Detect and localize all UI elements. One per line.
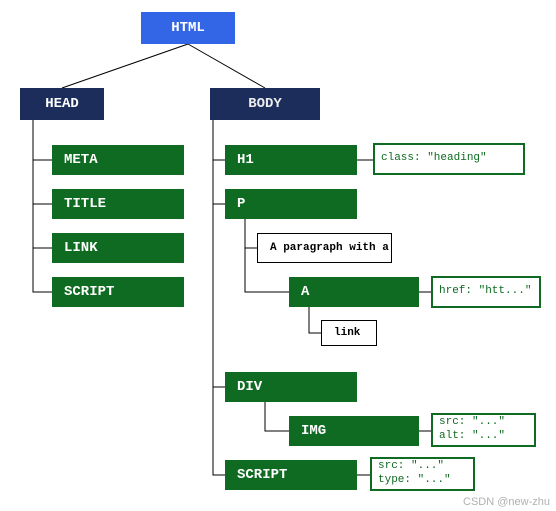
attr-box-scriptB: src: "..."type: "...": [370, 457, 475, 491]
node-label: SCRIPT: [237, 467, 287, 483]
node-ptext: A paragraph with a: [257, 233, 392, 263]
node-label: IMG: [301, 423, 326, 439]
node-html: HTML: [141, 12, 235, 44]
node-label: META: [64, 152, 98, 168]
attr-line: href: "htt...": [439, 285, 533, 299]
node-div: DIV: [225, 372, 357, 402]
node-meta: META: [52, 145, 184, 175]
node-label: link: [334, 327, 360, 339]
node-title: TITLE: [52, 189, 184, 219]
node-a: A: [289, 277, 419, 307]
node-label: TITLE: [64, 196, 106, 212]
node-img: IMG: [289, 416, 419, 446]
node-scriptH: SCRIPT: [52, 277, 184, 307]
attr-box-a: href: "htt...": [431, 276, 541, 308]
node-h1: H1: [225, 145, 357, 175]
node-label: H1: [237, 152, 254, 168]
node-scriptB: SCRIPT: [225, 460, 357, 490]
attr-line: src: "...": [378, 460, 467, 474]
node-label: P: [237, 196, 245, 212]
attr-box-h1: class: "heading": [373, 143, 525, 175]
node-label: SCRIPT: [64, 284, 114, 300]
node-atext: link: [321, 320, 377, 346]
node-label: A paragraph with a: [270, 242, 389, 254]
node-label: HTML: [141, 20, 235, 36]
node-label: DIV: [237, 379, 262, 395]
attr-line: src: "...": [439, 416, 528, 430]
attr-line: type: "...": [378, 474, 467, 488]
node-label: LINK: [64, 240, 98, 256]
node-head: HEAD: [20, 88, 104, 120]
node-label: A: [301, 284, 309, 300]
attr-line: class: "heading": [381, 152, 517, 166]
node-link: LINK: [52, 233, 184, 263]
node-body: BODY: [210, 88, 320, 120]
attr-box-img: src: "..."alt: "...": [431, 413, 536, 447]
dom-tree-diagram: HTML HEAD BODY META TITLE LINK SCRIPT H1 P A para…: [0, 0, 556, 511]
node-label: HEAD: [20, 96, 104, 112]
attr-line: alt: "...": [439, 430, 528, 444]
node-p: P: [225, 189, 357, 219]
watermark: CSDN @new-zhu: [463, 496, 550, 508]
node-label: BODY: [210, 96, 320, 112]
